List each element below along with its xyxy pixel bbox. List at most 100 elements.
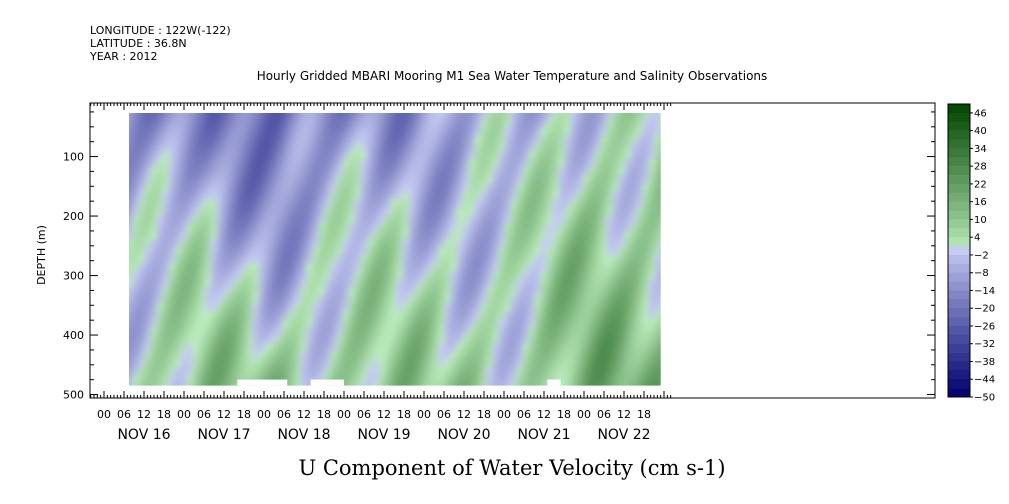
heatmap-cell bbox=[492, 374, 500, 384]
heatmap-cell bbox=[474, 198, 482, 208]
heatmap-cell bbox=[456, 342, 464, 352]
heatmap-cell bbox=[129, 166, 134, 176]
heatmap-cell bbox=[240, 342, 248, 352]
heatmap-cell bbox=[450, 310, 458, 320]
heatmap-cell bbox=[264, 302, 272, 312]
heatmap-cell bbox=[258, 238, 266, 248]
heatmap-cell bbox=[414, 238, 422, 248]
heatmap-cell bbox=[222, 166, 230, 176]
heatmap-cell bbox=[180, 206, 188, 216]
heatmap-cell bbox=[456, 358, 464, 368]
heatmap-cell bbox=[144, 366, 152, 376]
heatmap-cell bbox=[198, 302, 206, 312]
x-day-label: NOV 16 bbox=[117, 427, 170, 443]
heatmap-cell bbox=[252, 310, 260, 320]
heatmap-cell bbox=[396, 158, 404, 168]
heatmap-cell bbox=[426, 142, 434, 152]
heatmap-cell bbox=[468, 166, 476, 176]
heatmap-cell bbox=[540, 294, 548, 304]
heatmap-cell bbox=[156, 190, 164, 200]
heatmap-cell bbox=[480, 113, 488, 120]
heatmap-cell bbox=[192, 134, 200, 144]
heatmap-cell bbox=[516, 158, 524, 168]
heatmap-cell bbox=[216, 326, 224, 336]
heatmap-cell bbox=[462, 174, 470, 184]
heatmap-cell bbox=[150, 358, 158, 368]
heatmap-cell bbox=[258, 182, 266, 192]
heatmap-cell bbox=[282, 190, 290, 200]
heatmap-cell bbox=[186, 222, 194, 232]
heatmap-cell bbox=[486, 119, 494, 128]
heatmap-cell bbox=[144, 127, 152, 136]
heatmap-cell bbox=[456, 142, 464, 152]
heatmap-cell bbox=[540, 342, 548, 352]
heatmap-cell bbox=[228, 206, 236, 216]
heatmap-cell bbox=[480, 182, 488, 192]
heatmap-cell bbox=[312, 358, 320, 368]
heatmap-cell bbox=[330, 214, 338, 224]
heatmap-cell bbox=[270, 230, 278, 240]
heatmap-cell bbox=[450, 238, 458, 248]
heatmap-cell bbox=[618, 278, 626, 288]
heatmap-cell bbox=[258, 206, 266, 216]
heatmap-cell bbox=[252, 302, 260, 312]
heatmap-cell bbox=[480, 318, 488, 328]
heatmap-cell bbox=[612, 310, 620, 320]
heatmap-cell bbox=[510, 326, 518, 336]
heatmap-cell bbox=[294, 310, 302, 320]
heatmap-cell bbox=[420, 246, 428, 256]
heatmap-cell bbox=[384, 190, 392, 200]
heatmap-cell bbox=[240, 246, 248, 256]
heatmap-cell bbox=[324, 318, 332, 328]
heatmap-cell bbox=[252, 119, 260, 128]
heatmap-cell bbox=[654, 294, 662, 304]
heatmap-cell bbox=[426, 318, 434, 328]
y-tick-label: 100 bbox=[63, 151, 84, 164]
heatmap-cell bbox=[312, 270, 320, 280]
heatmap-cell bbox=[246, 150, 254, 160]
heatmap-cell bbox=[222, 270, 230, 280]
heatmap-cell bbox=[438, 278, 446, 288]
heatmap-cell bbox=[648, 254, 656, 264]
heatmap-cell bbox=[426, 127, 434, 136]
heatmap-cell bbox=[228, 310, 236, 320]
heatmap-cell bbox=[168, 342, 176, 352]
heatmap-cell bbox=[594, 174, 602, 184]
heatmap-cell bbox=[348, 166, 356, 176]
heatmap-cell bbox=[264, 230, 272, 240]
heatmap-cell bbox=[324, 286, 332, 296]
heatmap-cell bbox=[528, 350, 536, 360]
heatmap-cell bbox=[306, 254, 314, 264]
heatmap-cell bbox=[216, 119, 224, 128]
heatmap-cell bbox=[540, 238, 548, 248]
heatmap-cell bbox=[129, 158, 134, 168]
heatmap-cell bbox=[294, 174, 302, 184]
heatmap-cell bbox=[546, 358, 554, 368]
heatmap-cell bbox=[198, 254, 206, 264]
heatmap-cell bbox=[462, 374, 470, 384]
heatmap-cell bbox=[426, 166, 434, 176]
heatmap-cell bbox=[486, 318, 494, 328]
heatmap-cell bbox=[456, 318, 464, 328]
heatmap-cell bbox=[138, 310, 146, 320]
heatmap-cell bbox=[540, 318, 548, 328]
heatmap-cell bbox=[210, 318, 218, 328]
heatmap-cell bbox=[138, 113, 146, 120]
heatmap-cell bbox=[342, 358, 350, 368]
heatmap-cell bbox=[276, 230, 284, 240]
heatmap-cell bbox=[360, 198, 368, 208]
heatmap-cell bbox=[504, 142, 512, 152]
heatmap-cell bbox=[516, 366, 524, 376]
heatmap-cell bbox=[504, 366, 512, 376]
heatmap-cell bbox=[210, 150, 218, 160]
heatmap-cell bbox=[228, 278, 236, 288]
heatmap-cell bbox=[456, 206, 464, 216]
heatmap-cell bbox=[228, 150, 236, 160]
heatmap-cell bbox=[444, 246, 452, 256]
heatmap-cell bbox=[342, 182, 350, 192]
heatmap-cell bbox=[150, 318, 158, 328]
heatmap-cell bbox=[246, 350, 254, 360]
colorbar-label: 16 bbox=[974, 197, 987, 208]
heatmap-cell bbox=[504, 238, 512, 248]
heatmap-cell bbox=[486, 198, 494, 208]
